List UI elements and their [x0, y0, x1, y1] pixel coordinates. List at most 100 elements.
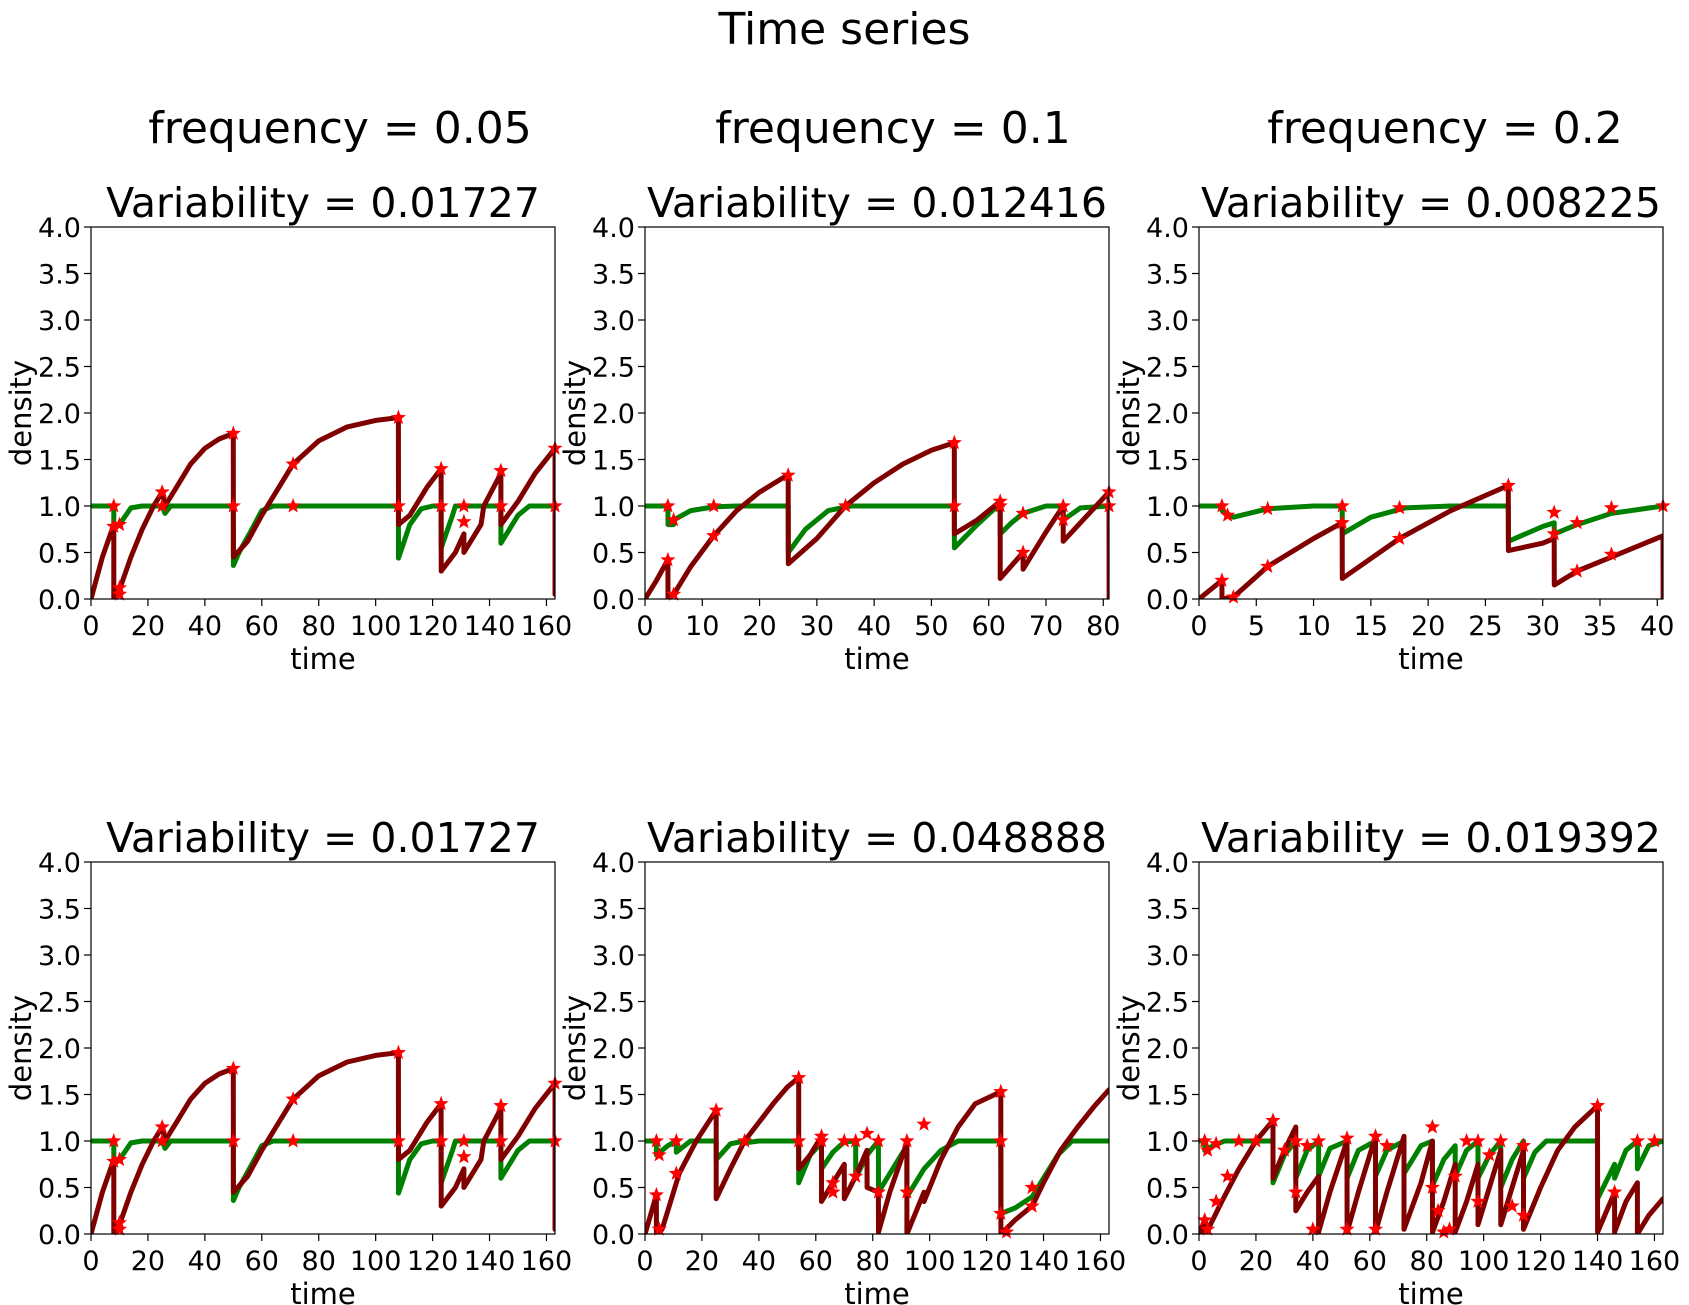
- star-marker: [1310, 1133, 1327, 1148]
- subplot-title: Variability = 0.008225: [1201, 179, 1661, 227]
- star-marker: [433, 1095, 449, 1111]
- star-marker: [456, 1148, 472, 1164]
- series-green-line: [91, 1138, 555, 1203]
- y-tick-label: 1.5: [592, 1081, 635, 1112]
- y-tick-label: 3.0: [1146, 941, 1189, 972]
- y-tick-label: 4.0: [1146, 213, 1189, 244]
- star-marker: [848, 1168, 864, 1183]
- star-marker: [1447, 1168, 1463, 1183]
- x-tick-label: 0: [1190, 611, 1207, 642]
- star-marker: [154, 498, 170, 513]
- star-marker: [737, 1133, 753, 1148]
- x-axis-label: time: [1398, 1277, 1464, 1305]
- plot-area: [1199, 483, 1663, 599]
- subplot-3: 0 5 10 15 20 25 30 35 40 0.0 0.5 1.0 1.5 2.0 2.5 3.0 3.5…: [1112, 179, 1674, 676]
- y-tick-label: 1.0: [1146, 1127, 1189, 1158]
- star-marker: [1603, 546, 1620, 561]
- star-marker: [106, 1153, 122, 1168]
- star-marker: [390, 1133, 406, 1148]
- star-marker: [946, 498, 962, 513]
- star-marker: [106, 498, 122, 513]
- star-marker: [780, 467, 796, 482]
- star-marker: [1441, 1221, 1458, 1236]
- star-marker: [1470, 1133, 1486, 1148]
- column-title-2: frequency = 0.1: [715, 103, 1071, 154]
- star-marker: [1569, 514, 1585, 530]
- star-marker: [837, 498, 854, 513]
- star-marker: [1339, 1221, 1355, 1236]
- axes-frame: [90, 226, 556, 600]
- star-marker: [390, 409, 406, 425]
- star-marker: [1199, 1142, 1216, 1157]
- subplot-title: Variability = 0.012416: [647, 179, 1107, 227]
- star-marker: [456, 513, 472, 529]
- plot-area: [1199, 1103, 1663, 1234]
- x-tick-label: 140: [1018, 1246, 1070, 1277]
- x-tick-label: 40: [188, 611, 222, 642]
- star-marker: [1214, 572, 1230, 587]
- subplot-6: 0 20 40 60 80 100 120 140 160 0.0 0.5 1.0 1.5 2.0 2.5 3…: [1112, 814, 1680, 1305]
- star-marker: [992, 498, 1008, 513]
- star-marker: [390, 498, 406, 513]
- y-tick-label: 2.5: [38, 353, 81, 384]
- series-darkred-line: [1199, 483, 1663, 599]
- star-marker: [648, 1133, 664, 1148]
- x-tick-label: 160: [521, 1246, 573, 1277]
- x-axis-label: time: [290, 1277, 356, 1305]
- star-marker: [493, 1097, 509, 1113]
- star-marker: [285, 456, 301, 471]
- x-axis-label: time: [1398, 642, 1464, 676]
- x-tick-label: 60: [245, 1246, 279, 1277]
- star-marker: [106, 1133, 122, 1148]
- star-marker: [390, 1044, 406, 1060]
- y-axis-label: density: [558, 995, 592, 1101]
- y-axis-label: density: [4, 360, 38, 466]
- x-tick-label: 40: [1640, 611, 1674, 642]
- star-marker: [1424, 1179, 1440, 1194]
- subplot-title: Variability = 0.019392: [1201, 814, 1661, 862]
- star-marker: [791, 1133, 807, 1148]
- star-marker: [225, 1060, 241, 1075]
- y-tick-label: 3.5: [592, 260, 635, 291]
- star-marker: [998, 1224, 1015, 1239]
- plot-area: [645, 440, 1109, 599]
- star-marker: [916, 1116, 932, 1131]
- x-tick-label: 120: [961, 1246, 1013, 1277]
- star-marker: [456, 1133, 472, 1148]
- y-tick-label: 3.0: [38, 941, 81, 972]
- star-marker: [1569, 563, 1585, 578]
- star-marker: [154, 1133, 170, 1148]
- series-darkred-line: [645, 440, 1109, 599]
- series-green-line: [645, 503, 1109, 555]
- x-tick-label: 0: [82, 1246, 99, 1277]
- star-marker: [1225, 589, 1241, 604]
- star-marker: [1248, 1133, 1264, 1148]
- star-marker: [1481, 1147, 1497, 1162]
- y-axis-label: density: [4, 995, 38, 1101]
- x-tick-label: 20: [685, 1246, 719, 1277]
- y-tick-label: 1.0: [592, 492, 635, 523]
- x-tick-label: 10: [1296, 611, 1330, 642]
- subplot-title: Variability = 0.01727: [106, 179, 540, 227]
- x-tick-label: 70: [1029, 611, 1063, 642]
- subplot-1: 0 20 40 60 80 100 120 140 160 0.0 0.5 1.0 1.5 2.0 2.5 3…: [4, 179, 572, 676]
- x-tick-label: 160: [1629, 1246, 1681, 1277]
- star-marker: [1546, 525, 1562, 541]
- star-marker: [1436, 1224, 1452, 1239]
- x-axis-label: time: [290, 642, 356, 676]
- star-marker: [1424, 1119, 1440, 1134]
- x-tick-label: 50: [914, 611, 948, 642]
- subplot-4: 0 20 40 60 80 100 120 140 160 0.0 0.5 1.0 1.5 2.0 2.5 3…: [4, 814, 572, 1305]
- star-marker: [225, 498, 241, 513]
- star-marker: [225, 1133, 241, 1148]
- star-marker: [154, 484, 170, 499]
- x-axis-label: time: [844, 1277, 910, 1305]
- y-tick-label: 3.5: [592, 895, 635, 926]
- star-marker: [648, 1186, 664, 1202]
- subplot-2: 0 10 20 30 40 50 60 70 80 0.0 0.5 1.0 1.5 2.0 2.5 3.0 3.…: [558, 179, 1120, 676]
- y-tick-label: 4.0: [38, 213, 81, 244]
- x-tick-label: 80: [1086, 611, 1120, 642]
- star-marker: [285, 498, 301, 513]
- y-axis-label: density: [1112, 360, 1146, 466]
- x-tick-label: 100: [350, 611, 402, 642]
